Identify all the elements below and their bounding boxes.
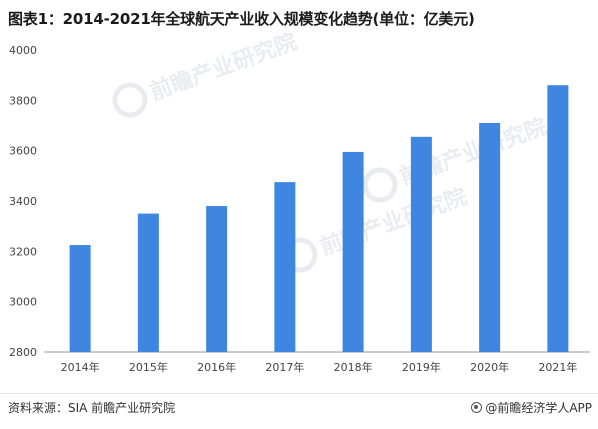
brand-label: @前瞻经济学人APP	[471, 399, 592, 416]
y-tick-label: 3800	[9, 94, 37, 107]
x-tick-label: 2016年	[197, 360, 236, 374]
bar	[206, 206, 228, 352]
brand-text: @前瞻经济学人APP	[485, 401, 592, 415]
chart-title: 图表1：2014-2021年全球航天产业收入规模变化趋势(单位：亿美元)	[8, 10, 475, 28]
y-tick-label: 3000	[9, 296, 37, 309]
bar	[137, 213, 159, 352]
x-tick-label: 2014年	[61, 360, 100, 374]
watermark-mark: 前瞻产业研究院	[112, 29, 301, 118]
x-tick-label: 2021年	[538, 360, 577, 374]
bar	[274, 182, 296, 352]
y-tick-label: 3400	[9, 195, 37, 208]
qianzhan-brand-icon	[471, 402, 483, 413]
bar	[69, 245, 91, 352]
x-tick-label: 2017年	[265, 360, 304, 374]
watermark-text: 前瞻产业研究院	[147, 29, 301, 106]
bar	[410, 136, 432, 352]
x-tick-labels: 2014年 2015年 2016年 2017年 2018年 2019年 2020年 2021年	[61, 360, 578, 374]
y-tick-label: 2800	[9, 346, 37, 359]
qianzhan-logo-icon	[362, 167, 398, 203]
qianzhan-logo-icon	[112, 82, 148, 118]
watermark-mark: 前瞻产业研究院	[282, 184, 470, 273]
footer: 资料来源：SIA 前瞻产业研究院 @前瞻经济学人APP	[0, 393, 598, 420]
y-tick-labels: 2800 3000 3200 3400 3600 3800 4000	[9, 44, 37, 359]
x-tick-label: 2015年	[129, 360, 168, 374]
bar	[342, 151, 364, 352]
source-note: 资料来源：SIA 前瞻产业研究院	[8, 401, 176, 415]
x-tick-label: 2020年	[470, 360, 509, 374]
y-tick-label: 4000	[9, 44, 37, 57]
x-tick-label: 2018年	[334, 360, 373, 374]
bar	[479, 122, 501, 352]
bar	[547, 85, 569, 352]
y-tick-label: 3200	[9, 245, 37, 258]
x-tick-label: 2019年	[402, 360, 441, 374]
bars	[69, 85, 569, 352]
y-tick-label: 3600	[9, 145, 37, 158]
